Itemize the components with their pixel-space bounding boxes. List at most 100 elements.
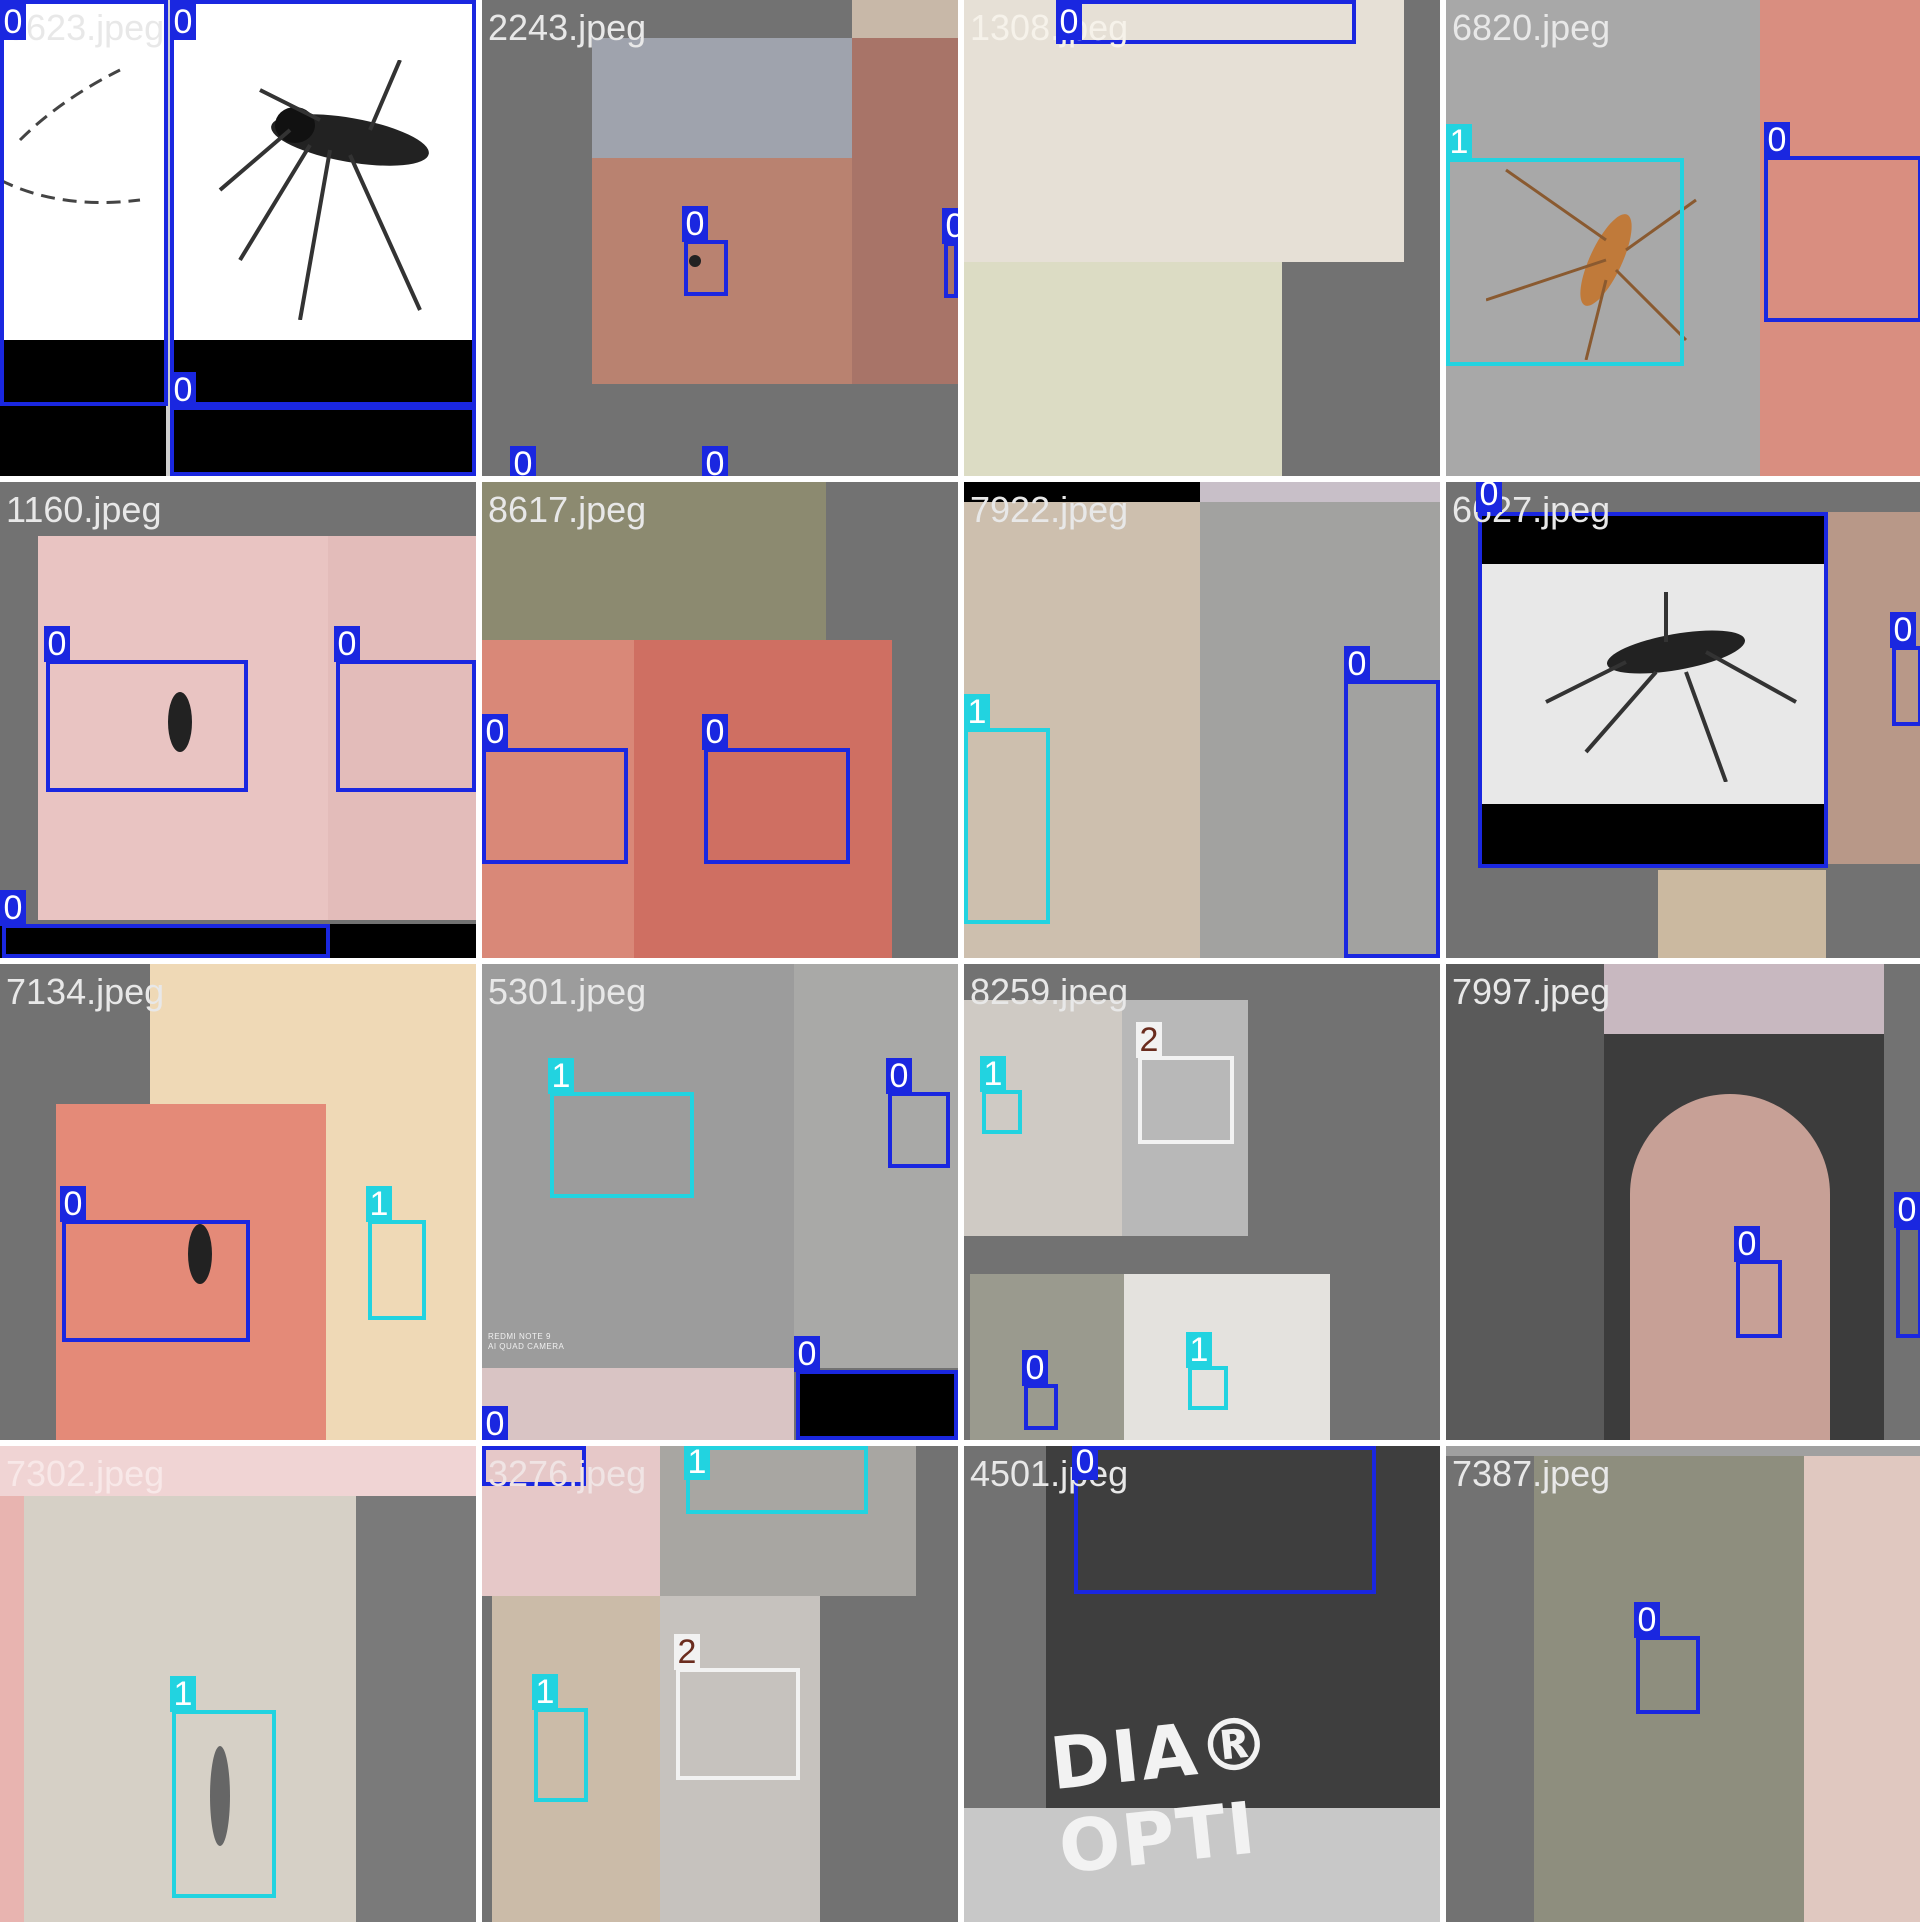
mosaic-tile: 0 1308.jpeg: [964, 0, 1440, 476]
thumb-photo: [1630, 1094, 1830, 1440]
letterbox-bar: [964, 482, 1200, 502]
mosaic-tile: 0 7387.jpeg: [1446, 1446, 1920, 1922]
mosaic-tile: 0 1 7134.jpeg: [0, 964, 476, 1440]
class-label-tag: 0: [1344, 646, 1370, 682]
class-label-tag: 0: [794, 1336, 820, 1372]
class-label-tag: 0: [1894, 1192, 1920, 1228]
class-label-tag: 0: [1764, 122, 1790, 158]
class-label-tag: 0: [510, 446, 536, 476]
class-label-tag: 0: [1022, 1350, 1048, 1386]
bbox-class-1: [534, 1708, 588, 1802]
wall-photo: [964, 1000, 1122, 1236]
wall-photo: [964, 1808, 1440, 1922]
mosaic-tile: DIA® OPTI 0 4501.jpeg: [964, 1446, 1440, 1922]
tile-filename: 2243.jpeg: [488, 7, 647, 48]
bbox-class-0: [1636, 1636, 1700, 1714]
mosaic-tile: 1 1 2 3276.jpeg: [482, 1446, 958, 1922]
class-label-tag: 0: [1634, 1602, 1660, 1638]
mosaic-tile: REDMI NOTE 9 AI QUAD CAMERA 1 0 0 0 5301…: [482, 964, 958, 1440]
class-label-tag: 0: [482, 714, 508, 750]
finger-photo: [1804, 1456, 1920, 1922]
tile-filename: 5301.jpeg: [488, 971, 647, 1012]
class-label-tag: 0: [334, 626, 360, 662]
class-label-tag: 0: [1890, 612, 1916, 648]
finger-photo: [482, 640, 634, 958]
bbox-class-1: [368, 1220, 426, 1320]
mosquito-photo: [1486, 168, 1697, 360]
tile-filename: 7922.jpeg: [970, 489, 1129, 530]
class-label-tag: 0: [0, 890, 26, 926]
bbox-class-0: [1736, 1260, 1782, 1338]
tile-filename: 3276.jpeg: [488, 1453, 647, 1494]
mosquito-photo: [1545, 592, 1797, 782]
bbox-class-1: [1188, 1366, 1228, 1410]
tissue-photo: [482, 964, 794, 1368]
photo-strip: [1826, 512, 1920, 864]
bbox-class-0: [482, 748, 628, 864]
tile-filename: 1160.jpeg: [6, 489, 162, 530]
class-label-tag: 1: [1186, 1332, 1212, 1368]
mosquito-photo: [218, 60, 429, 320]
class-label-tag: 0: [170, 4, 196, 40]
class-label-tag: 0: [170, 372, 196, 408]
class-label-tag: 0: [1072, 1446, 1098, 1480]
finger-photo: [482, 1368, 794, 1440]
photo-strip: [1446, 1446, 1920, 1456]
bbox-class-0: [944, 242, 958, 298]
photo-strip: [852, 0, 958, 38]
class-label-tag: 0: [702, 446, 728, 476]
class-label-tag: 0: [482, 1406, 508, 1440]
mosquito-photo-bg: [1478, 564, 1826, 804]
photo-strip: [1446, 964, 1604, 1440]
class-label-tag: 0: [702, 714, 728, 750]
finger-photo: [328, 536, 476, 920]
bbox-class-0: [170, 406, 476, 476]
hand-photo: [852, 38, 958, 384]
wall-photo: [1200, 502, 1440, 958]
bbox-class-0: [796, 1370, 958, 1440]
bbox-class-0: [336, 660, 476, 792]
tile-filename: 1308.jpeg: [970, 7, 1129, 48]
mosquito-photo: [188, 1224, 212, 1284]
finger-photo: [1760, 0, 1920, 476]
class-label-tag: 1: [980, 1056, 1006, 1092]
bbox-class-0: [684, 240, 728, 296]
mosquito-photo: [168, 692, 192, 752]
class-label-tag: 0: [1056, 4, 1082, 40]
finger-photo: [482, 1446, 660, 1596]
mosaic-tile: 1 7302.jpeg: [0, 1446, 476, 1922]
bbox-class-0: [1344, 680, 1440, 958]
class-label-tag: 1: [1446, 124, 1472, 160]
class-label-tag: 0: [682, 206, 708, 242]
tile-filename: 4501.jpeg: [970, 1453, 1129, 1494]
bbox-class-0: [1074, 1446, 1376, 1594]
mosquito-photo: [210, 1746, 230, 1846]
mosaic-tile: 1 2 0 1 8259.jpeg: [964, 964, 1440, 1440]
class-label-tag: 0: [60, 1186, 86, 1222]
tile-filename: 7134.jpeg: [6, 971, 165, 1012]
tile-filename: 8259.jpeg: [970, 971, 1129, 1012]
bbox-class-1: [172, 1710, 276, 1898]
class-label-tag: 0: [886, 1058, 912, 1094]
wall-photo: [1124, 1274, 1330, 1440]
bbox-class-1: [686, 1446, 868, 1514]
wall-photo: [492, 1596, 660, 1922]
bbox-class-0: [482, 1446, 586, 1486]
class-label-tag: 0: [1734, 1226, 1760, 1262]
tile-filename: 8617.jpeg: [488, 489, 647, 530]
bbox-class-0: [170, 0, 476, 406]
class-label-tag: 0: [0, 4, 26, 40]
photo-strip: [1200, 482, 1440, 502]
photo-strip: [482, 482, 826, 640]
bbox-class-0: [1478, 512, 1828, 868]
mosaic-tile: 0 0 0 0623.jpeg: [0, 0, 476, 476]
letterbox-bar: [0, 924, 476, 958]
class-label-tag: 2: [674, 1634, 700, 1670]
cloth-photo: [592, 38, 852, 158]
letterbox-bar: [796, 1370, 958, 1440]
bbox-class-0: [46, 660, 248, 792]
mosaic-tile: 0 0 0 1160.jpeg: [0, 482, 476, 958]
mosaic-tile: 0 0 6627.jpeg: [1446, 482, 1920, 958]
bbox-class-0: [888, 1092, 950, 1168]
tile-filename: 7302.jpeg: [6, 1453, 165, 1494]
